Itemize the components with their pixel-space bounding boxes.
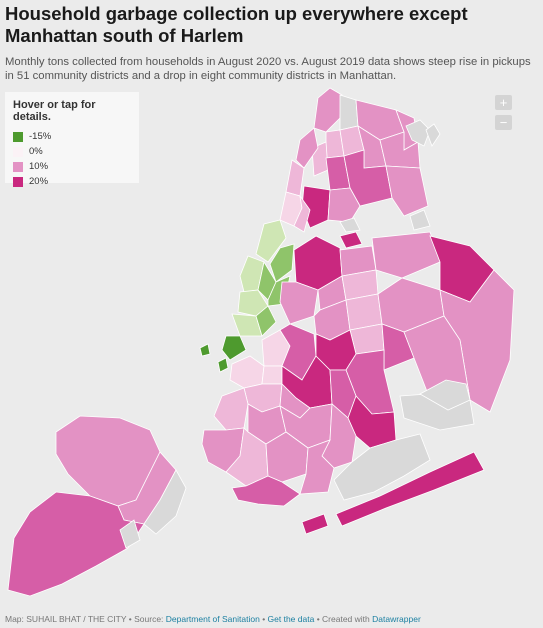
datawrapper-link[interactable]: Datawrapper: [372, 614, 421, 624]
legend-label: 0%: [29, 146, 43, 157]
district-si-fresh-kills[interactable]: [143, 469, 187, 535]
legend-title: Hover or tap for details.: [13, 99, 96, 123]
legend-item: 10%: [13, 159, 131, 174]
district-mn-east-harlem[interactable]: [293, 195, 311, 233]
get-data-link[interactable]: Get the data: [267, 614, 315, 624]
district-mn-governors-island[interactable]: [199, 343, 211, 357]
legend-swatch: [13, 161, 23, 172]
footer: Map: SUHAIL BHAT / THE CITY • Source: De…: [5, 614, 421, 624]
legend-item: 0%: [13, 144, 131, 159]
zoom-in-button[interactable]: +: [495, 95, 512, 110]
nyc-community-district-map: [7, 87, 515, 597]
district-mn-lower-east[interactable]: [255, 305, 277, 337]
district-bk-canarsie[interactable]: [347, 395, 397, 449]
district-bk-sheepshead-bay[interactable]: [299, 439, 335, 495]
district-bk-fort-greene[interactable]: [261, 365, 283, 385]
district-qn-flushing[interactable]: [371, 231, 441, 279]
park-area: [409, 209, 431, 231]
map-credit: Map: SUHAIL BHAT / THE CITY: [5, 614, 127, 624]
legend-label: 10%: [29, 161, 49, 172]
district-qn-forest-hills[interactable]: [345, 293, 383, 331]
district-qn-rikers-island[interactable]: [339, 231, 363, 249]
park-area: [339, 217, 361, 233]
district-mn-inwood[interactable]: [295, 127, 319, 169]
district-bk-jamaica-bay[interactable]: [333, 433, 431, 501]
legend-swatch: [13, 131, 23, 142]
district-bk-coney-island[interactable]: [231, 475, 301, 507]
zoom-out-button[interactable]: −: [495, 115, 512, 130]
legend-swatch: [13, 146, 23, 157]
map-title: Household garbage collection up everywhe…: [5, 3, 468, 46]
footer-separator: •: [262, 614, 268, 624]
source-link[interactable]: Department of Sanitation: [165, 614, 260, 624]
district-qn-breezy-point[interactable]: [301, 513, 329, 535]
staten-island-districts: [7, 415, 187, 597]
district-mn-financial[interactable]: [221, 335, 247, 361]
created-with-prefix: • Created with: [316, 614, 373, 624]
district-bk-brooklyn-heights[interactable]: [229, 355, 265, 389]
park-area: [419, 379, 471, 411]
district-qn-richmond-hill[interactable]: [381, 323, 415, 371]
bronx-districts: [301, 87, 431, 229]
legend: Hover or tap for details. -15% 0% 10% 20…: [5, 92, 139, 187]
district-mn-upper-west[interactable]: [255, 219, 287, 263]
legend-item: -15%: [13, 129, 131, 144]
district-bx-no-data[interactable]: [339, 94, 359, 131]
legend-label: -15%: [29, 131, 52, 142]
district-bx-throgs-neck[interactable]: [385, 165, 429, 217]
map-subtitle: Monthly tons collected from households i…: [5, 56, 531, 82]
legend-item: 20%: [13, 174, 131, 189]
district-mn-upper-east[interactable]: [269, 243, 295, 283]
district-bx-hunts-point[interactable]: [327, 187, 361, 223]
district-qn-rockaway[interactable]: [335, 451, 485, 527]
parks-no-data: [119, 123, 471, 549]
legend-label: 20%: [29, 176, 49, 187]
legend-swatch: [13, 176, 23, 187]
district-qn-long-island-city[interactable]: [279, 281, 319, 325]
district-bk-sunset-park[interactable]: [213, 387, 249, 431]
park-area: [425, 123, 441, 147]
district-bx-riverdale[interactable]: [313, 87, 343, 133]
district-mn-liberty-island[interactable]: [217, 357, 229, 373]
source-prefix: • Source:: [128, 614, 166, 624]
manhattan-districts: [199, 127, 319, 373]
district-bx-city-island[interactable]: [405, 119, 431, 147]
park-area: [119, 519, 141, 549]
brooklyn-districts: [201, 323, 431, 507]
queens-districts: [279, 231, 515, 535]
